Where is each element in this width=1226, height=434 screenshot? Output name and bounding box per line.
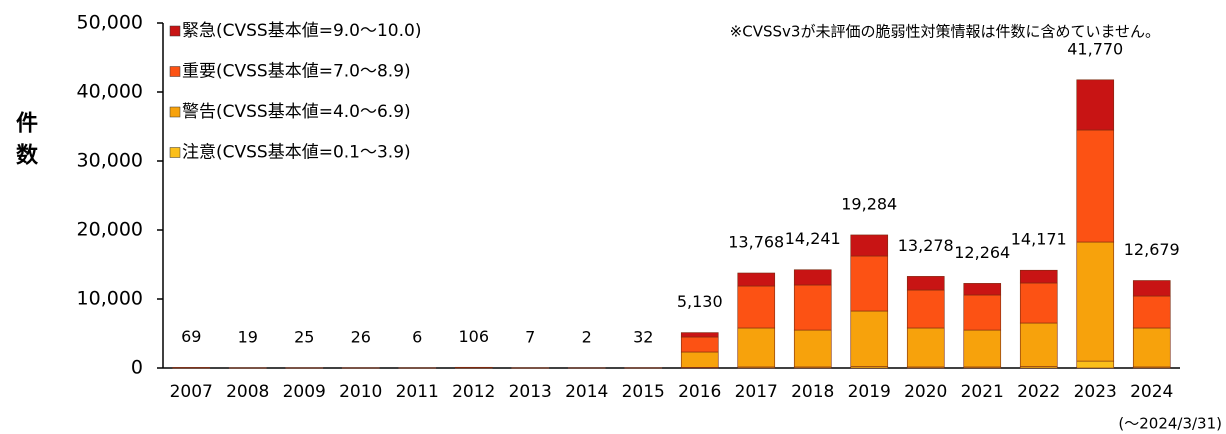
y-tick-label: 0 xyxy=(131,357,143,379)
bar-segment xyxy=(737,285,776,329)
total-label: 2 xyxy=(582,327,592,346)
bar-segment xyxy=(1132,327,1171,368)
note: ※CVSSv3が未評価の脆弱性対策情報は件数に含めていません。 xyxy=(730,23,1160,41)
bar-segment xyxy=(850,234,889,257)
x-tick-label: 2024 xyxy=(1130,382,1173,402)
legend-swatch xyxy=(169,25,181,37)
total-label: 106 xyxy=(458,327,489,346)
total-label: 41,770 xyxy=(1067,39,1123,58)
total-label: 7 xyxy=(525,327,535,346)
legend-swatch xyxy=(169,106,181,118)
bar-segment xyxy=(793,329,832,368)
y-tick-label: 40,000 xyxy=(77,81,143,103)
total-label: 13,768 xyxy=(728,233,784,252)
x-tick-label: 2011 xyxy=(396,382,439,402)
bar-segment xyxy=(850,310,889,367)
legend-label: 重要(CVSS基本値=7.0〜8.9) xyxy=(182,62,411,82)
x-tick-label: 2007 xyxy=(170,382,213,402)
bar-segment xyxy=(963,294,1002,331)
x-tick-label: 2010 xyxy=(339,382,382,402)
x-tick-label: 2023 xyxy=(1074,382,1117,402)
total-label: 25 xyxy=(294,327,314,346)
bar-segment xyxy=(1019,282,1058,324)
total-label: 5,130 xyxy=(677,292,723,311)
bar-segment xyxy=(1076,241,1115,362)
y-tick-label: 20,000 xyxy=(77,219,143,241)
bar-segment xyxy=(1019,322,1058,367)
bar-segment xyxy=(963,283,1002,296)
x-tick-label: 2020 xyxy=(904,382,947,402)
date-note: (〜2024/3/31) xyxy=(1118,415,1222,433)
x-tick-label: 2009 xyxy=(283,382,326,402)
total-label: 14,171 xyxy=(1011,230,1067,249)
x-tick-label: 2014 xyxy=(565,382,608,402)
bar-segment xyxy=(680,336,719,353)
total-label: 14,241 xyxy=(785,229,841,248)
x-tick-label: 2013 xyxy=(509,382,552,402)
y-axis-label: 件数 xyxy=(12,111,38,175)
legend-swatch xyxy=(169,147,181,158)
total-label: 6 xyxy=(412,327,422,346)
bar-segment xyxy=(1076,79,1115,131)
bar-segment xyxy=(737,327,776,368)
bar-segment xyxy=(1132,280,1171,297)
bar-segment xyxy=(680,351,719,368)
total-label: 12,264 xyxy=(954,243,1010,262)
bar-segment xyxy=(906,276,945,291)
x-tick-label: 2018 xyxy=(791,382,834,402)
y-tick-label: 10,000 xyxy=(77,288,143,310)
total-label: 32 xyxy=(633,327,653,346)
bar-segment xyxy=(1076,129,1115,243)
x-tick-label: 2019 xyxy=(848,382,891,402)
legend-label: 緊急(CVSS基本値=9.0〜10.0) xyxy=(182,21,421,41)
x-tick-label: 2022 xyxy=(1017,382,1060,402)
y-tick-label: 50,000 xyxy=(77,12,143,34)
bar-segment xyxy=(906,289,945,329)
bar-segment xyxy=(850,255,889,312)
x-tick-label: 2015 xyxy=(622,382,665,402)
total-label: 19,284 xyxy=(841,194,897,213)
x-tick-label: 2012 xyxy=(452,382,495,402)
bar-segment xyxy=(1019,269,1058,284)
bar-segment xyxy=(906,327,945,368)
legend-swatch xyxy=(169,66,181,77)
x-tick-label: 2017 xyxy=(735,382,778,402)
bar-segment xyxy=(680,332,719,338)
legend-label: 警告(CVSS基本値=4.0〜6.9) xyxy=(182,102,411,122)
total-label: 19 xyxy=(238,327,258,346)
bar-segment xyxy=(1076,360,1115,369)
total-label: 13,278 xyxy=(898,236,954,255)
bar-segment xyxy=(737,272,776,287)
y-tick-label: 30,000 xyxy=(77,150,143,172)
x-tick-label: 2021 xyxy=(961,382,1004,402)
legend-label: 注意(CVSS基本値=0.1〜3.9) xyxy=(182,143,411,163)
x-tick-label: 2008 xyxy=(226,382,269,402)
x-tick-label: 2016 xyxy=(678,382,721,402)
total-label: 69 xyxy=(181,327,201,346)
bar-segment xyxy=(1132,295,1171,329)
total-label: 12,679 xyxy=(1124,240,1180,259)
bar-segment xyxy=(963,329,1002,368)
bar-segment xyxy=(793,269,832,286)
bar-segment xyxy=(793,284,832,331)
total-label: 26 xyxy=(351,327,371,346)
